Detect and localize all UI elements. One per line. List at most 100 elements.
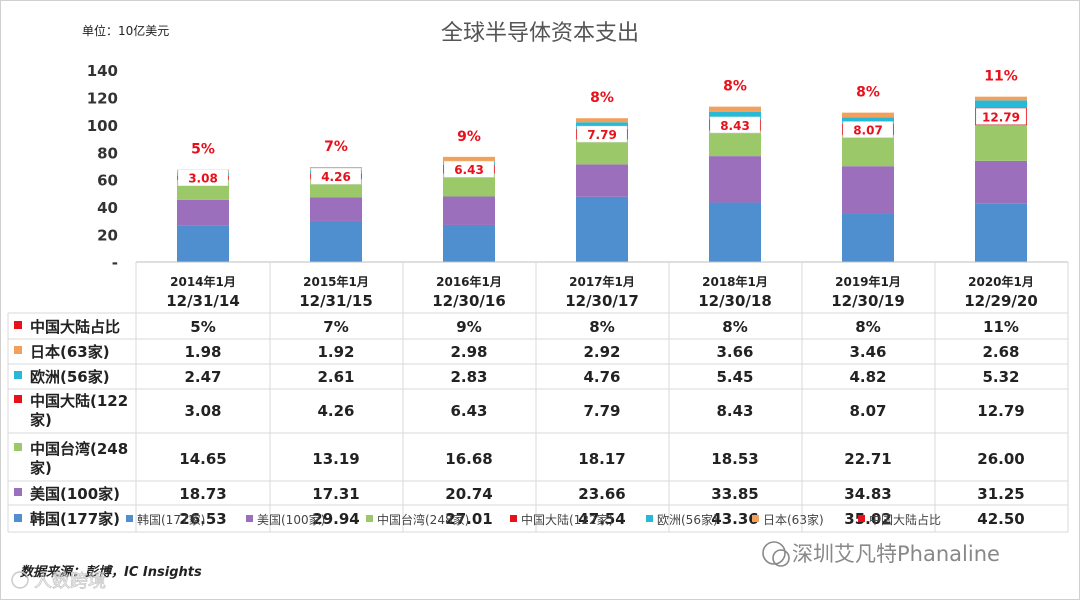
legend-label: 日本(63家) xyxy=(763,512,824,527)
share-label: 11% xyxy=(984,69,1018,85)
table-cell: 5% xyxy=(190,318,215,336)
table-cell: 23.66 xyxy=(578,485,625,503)
category-label: 12/30/18 xyxy=(698,292,772,310)
category-label: 12/30/17 xyxy=(565,292,639,310)
table-cell: 27.01 xyxy=(445,510,492,528)
y-tick-label: - xyxy=(112,254,118,272)
chart-title: 全球半导体资本支出 xyxy=(441,21,639,46)
table-legend-marker xyxy=(14,443,22,451)
table-cell: 29.94 xyxy=(312,510,359,528)
table-row-label: 中国台湾(248 xyxy=(30,440,128,458)
table-cell: 1.98 xyxy=(184,343,221,361)
table-cell: 2.92 xyxy=(583,343,620,361)
legend-marker xyxy=(246,515,253,522)
table-cell: 42.50 xyxy=(977,510,1024,528)
table-cell: 6.43 xyxy=(450,402,487,420)
table-cell: 8.07 xyxy=(849,402,886,420)
category-top-label: 2019年1月 xyxy=(835,274,901,289)
bar-segment xyxy=(975,100,1027,108)
data-label: 7.79 xyxy=(587,128,617,142)
y-tick-label: 80 xyxy=(97,144,118,162)
table-cell: 5.32 xyxy=(982,368,1019,386)
bar-segment xyxy=(975,203,1027,262)
y-tick-label: 60 xyxy=(97,172,118,190)
wechat-icon xyxy=(762,541,786,565)
bar-segment xyxy=(576,139,628,165)
source-note: 数据来源：彭博，IC Insights xyxy=(20,564,202,580)
watermark-icon xyxy=(11,571,29,589)
legend-label: 中国台湾(248家) xyxy=(377,512,469,527)
table-cell: 2.98 xyxy=(450,343,487,361)
bar-segment xyxy=(576,196,628,262)
legend-marker xyxy=(126,515,133,522)
bar-segment xyxy=(576,118,628,123)
category-top-label: 2016年1月 xyxy=(436,274,502,289)
bar-segment xyxy=(709,202,761,262)
table-legend-marker xyxy=(14,514,22,522)
wechat-icon-small xyxy=(772,549,790,567)
table-cell: 11% xyxy=(983,318,1019,336)
table-cell: 18.73 xyxy=(179,485,226,503)
table-cell: 13.19 xyxy=(312,450,359,468)
table-cell: 7.79 xyxy=(583,402,620,420)
bar-segment xyxy=(576,122,628,129)
table-cell: 31.25 xyxy=(977,485,1024,503)
table-cell: 33.85 xyxy=(711,485,758,503)
category-label: 12/31/15 xyxy=(299,292,373,310)
table-cell: 12.79 xyxy=(977,402,1024,420)
bar-segment xyxy=(310,197,362,221)
table-cell: 8% xyxy=(722,318,747,336)
unit-label: 单位：10亿美元 xyxy=(82,23,169,38)
table-cell: 2.61 xyxy=(317,368,354,386)
category-label: 12/31/14 xyxy=(166,292,240,310)
share-label: 8% xyxy=(723,79,747,95)
table-cell: 1.92 xyxy=(317,343,354,361)
share-label: 5% xyxy=(191,142,215,158)
table-row-label: 日本(63家) xyxy=(30,343,110,361)
data-label: 12.79 xyxy=(982,110,1020,124)
table-cell: 14.65 xyxy=(179,450,226,468)
y-tick-label: 40 xyxy=(97,199,118,217)
category-label: 12/30/16 xyxy=(432,292,506,310)
data-label-box xyxy=(975,108,1027,125)
legend-marker xyxy=(752,515,759,522)
table-cell: 43.36 xyxy=(711,510,758,528)
table-cell: 18.53 xyxy=(711,450,758,468)
data-label-box xyxy=(177,169,229,186)
bar-segment xyxy=(842,135,894,167)
table-cell: 4.76 xyxy=(583,368,620,386)
bar-segment xyxy=(443,156,495,161)
share-label: 7% xyxy=(324,139,348,155)
table-cell: 3.08 xyxy=(184,402,221,420)
table-legend-marker xyxy=(14,346,22,354)
bar-segment xyxy=(842,117,894,124)
table-cell: 26.00 xyxy=(977,450,1024,468)
table-row-label: 家) xyxy=(30,459,52,477)
y-tick-label: 140 xyxy=(87,62,118,80)
legend-label: 韩国(177家) xyxy=(137,512,205,527)
table-cell: 3.66 xyxy=(716,343,753,361)
table-cell: 26.53 xyxy=(179,510,226,528)
table-row-label: 韩国(177家) xyxy=(30,510,120,528)
table-cell: 7% xyxy=(323,318,348,336)
bar-segment xyxy=(709,130,761,157)
table-legend-marker xyxy=(14,321,22,329)
table-cell: 22.71 xyxy=(844,450,891,468)
table-cell: 34.83 xyxy=(844,485,891,503)
bar-segment xyxy=(443,224,495,262)
share-label: 9% xyxy=(457,129,481,145)
category-top-label: 2015年1月 xyxy=(303,274,369,289)
legend-label: 中国大陆(122家) xyxy=(521,512,613,527)
data-label-box xyxy=(443,160,495,178)
bar-segment xyxy=(975,125,1027,161)
table-row-label: 欧洲(56家) xyxy=(30,368,110,386)
category-top-label: 2020年1月 xyxy=(968,274,1034,289)
table-legend-marker xyxy=(14,395,22,403)
bar-segment xyxy=(310,220,362,262)
bar-segment xyxy=(709,106,761,112)
legend-label: 中国大陆占比 xyxy=(869,512,941,527)
bar-segment xyxy=(177,225,229,262)
category-top-label: 2018年1月 xyxy=(702,274,768,289)
table-legend-marker xyxy=(14,488,22,496)
